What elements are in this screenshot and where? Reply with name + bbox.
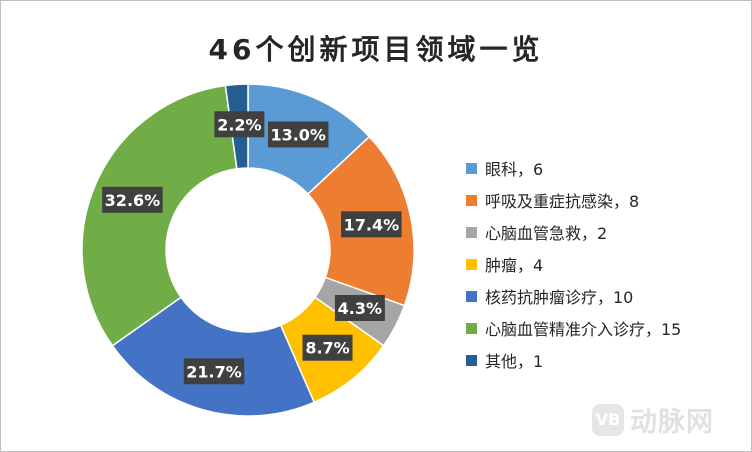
legend-swatch xyxy=(466,194,477,206)
legend-label: 心脑血管急救，2 xyxy=(485,224,608,243)
legend-swatch xyxy=(466,290,477,302)
legend-item: 眼科，6 xyxy=(466,152,681,184)
legend-item: 呼吸及重症抗感染，8 xyxy=(466,184,681,216)
slice-label-text: 2.2% xyxy=(217,115,261,134)
slice-label-box xyxy=(214,111,265,138)
watermark: VB 动脉网 xyxy=(592,400,714,439)
slice-label-2: 17.4% xyxy=(341,211,402,238)
slice-label-4: 8.7% xyxy=(302,334,353,361)
legend-item: 心脑血管急救，2 xyxy=(466,216,681,248)
legend-item: 其他，1 xyxy=(466,344,681,376)
slice-label-1: 13.0% xyxy=(267,121,329,148)
legend-item: 心脑血管精准介入诊疗，15 xyxy=(466,312,681,344)
legend-label: 心脑血管精准介入诊疗，15 xyxy=(485,320,682,339)
slice-label-text: 13.0% xyxy=(270,125,326,144)
slice-label-box xyxy=(267,121,329,148)
slice-label-box xyxy=(341,211,402,238)
legend-label: 肿瘤，4 xyxy=(485,256,544,275)
watermark-text: 动脉网 xyxy=(630,407,714,438)
legend-item: 核药抗肿瘤诊疗，10 xyxy=(466,280,681,312)
slice-label-text: 4.3% xyxy=(338,299,382,318)
legend-item: 肿瘤，4 xyxy=(466,248,681,280)
legend-label: 眼科，6 xyxy=(485,160,544,179)
donut-slice-6 xyxy=(81,84,238,347)
slice-label-box xyxy=(102,186,163,213)
slice-label-box xyxy=(183,358,245,385)
donut-slice-5 xyxy=(111,296,316,417)
slice-label-text: 8.7% xyxy=(305,339,349,358)
slice-label-box xyxy=(334,294,385,321)
legend-label: 其他，1 xyxy=(485,352,544,371)
watermark-logo-icon: VB xyxy=(592,403,624,436)
chart-legend: 眼科，6 呼吸及重症抗感染，8 心脑血管急救，2 肿瘤，4 核药抗肿瘤诊疗，10 心脑血管… xyxy=(466,152,681,376)
slice-label-box xyxy=(302,334,353,361)
legend-label: 呼吸及重症抗感染，8 xyxy=(485,192,640,211)
chart-title: 46个创新项目领域一览 xyxy=(208,33,544,66)
legend-swatch xyxy=(466,354,477,366)
slice-label-6: 32.6% xyxy=(102,186,163,213)
slice-label-3: 4.3% xyxy=(334,294,385,321)
slice-label-5: 21.7% xyxy=(183,358,245,385)
legend-swatch xyxy=(466,322,477,334)
legend-label: 核药抗肿瘤诊疗，10 xyxy=(485,288,634,307)
slice-label-text: 17.4% xyxy=(344,215,400,234)
legend-swatch xyxy=(466,162,477,174)
legend-swatch xyxy=(466,226,477,238)
slice-label-text: 21.7% xyxy=(186,362,242,381)
slice-label-7: 2.2% xyxy=(214,111,265,138)
legend-swatch xyxy=(466,258,477,270)
slice-label-text: 32.6% xyxy=(105,191,161,210)
